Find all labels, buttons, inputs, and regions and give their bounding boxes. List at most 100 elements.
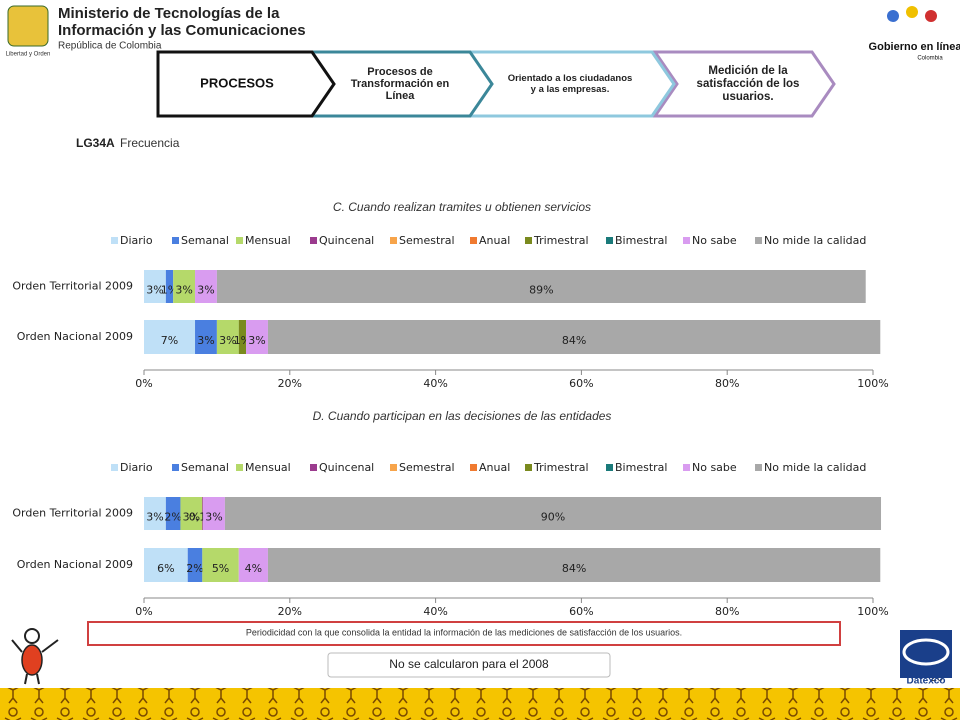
data-label: 3% — [146, 284, 163, 297]
data-label: 5% — [212, 562, 229, 575]
bar-segment — [203, 497, 225, 530]
bar-segment — [267, 320, 881, 354]
legend-label: Diario — [120, 461, 153, 474]
bar-segment — [165, 497, 181, 530]
bar-segment — [195, 320, 217, 354]
legend-label: No mide la calidad — [764, 234, 866, 247]
question-code: LG34A — [76, 136, 115, 150]
x-tick-label: 40% — [423, 377, 447, 390]
x-tick-label: 0% — [135, 377, 152, 390]
legend-swatch — [755, 464, 762, 471]
legend-label: Bimestral — [615, 461, 667, 474]
data-label: 7% — [161, 334, 178, 347]
legend-swatch — [470, 237, 477, 244]
legend-label: No mide la calidad — [764, 461, 866, 474]
step-label: PROCESOS — [200, 75, 274, 90]
x-tick-label: 60% — [569, 605, 593, 618]
legend-swatch — [236, 464, 243, 471]
data-label: 84% — [562, 334, 586, 347]
footer-logo-text: Datexco — [907, 676, 946, 687]
legend-label: Trimestral — [533, 234, 589, 247]
legend-swatch — [310, 237, 317, 244]
legend-label: Semestral — [399, 234, 455, 247]
bar-segment — [187, 548, 203, 582]
legend-swatch — [111, 464, 118, 471]
data-label: 2% — [164, 511, 181, 524]
callout: No se calcularon para el 2008 — [389, 657, 549, 671]
step-label: Orientado a los ciudadanos y a las empre… — [507, 73, 633, 95]
bar-segment — [144, 548, 188, 582]
logo-name: Gobierno en línea — [869, 41, 960, 53]
y-tick-label: Orden Territorial 2009 — [12, 507, 133, 520]
step-box: Medición de la satisfacción de los usuar… — [697, 65, 800, 103]
legend-swatch — [172, 237, 179, 244]
legend-label: No sabe — [692, 461, 737, 474]
bar-segment — [202, 548, 239, 582]
legend-swatch — [755, 237, 762, 244]
x-tick-label: 100% — [857, 377, 888, 390]
legend-label: Semanal — [181, 461, 229, 474]
bar-segment — [144, 270, 166, 303]
x-tick-label: 60% — [569, 377, 593, 390]
legend-label: Quincenal — [319, 461, 374, 474]
bar-segment — [144, 497, 166, 530]
data-label: 4% — [245, 562, 262, 575]
legend-swatch — [606, 237, 613, 244]
step-shape — [652, 50, 836, 118]
legend-label: Mensual — [245, 461, 291, 474]
process-steps — [156, 50, 836, 118]
data-label: 3% — [205, 511, 222, 524]
chart-title: C. Cuando realizan tramites u obtienen s… — [333, 200, 591, 214]
logo-icon — [887, 10, 899, 22]
legend-swatch — [390, 464, 397, 471]
bar-segment — [246, 320, 268, 354]
legend-swatch — [236, 237, 243, 244]
note: Periodicidad con la que consolida la ent… — [246, 627, 682, 637]
data-label: 3% — [219, 334, 236, 347]
motto: Libertad y Orden — [6, 52, 51, 58]
x-tick-label: 100% — [857, 605, 888, 618]
header: Libertad y Orden Ministerio de Tecnologí… — [6, 5, 960, 62]
y-tick-label: Orden Nacional 2009 — [17, 330, 133, 343]
decorative-strip — [0, 688, 960, 720]
ministry: Información y las Comunicaciones — [58, 22, 306, 39]
note-box — [87, 621, 841, 646]
logo-country: Colombia — [917, 56, 943, 62]
data-label: 3% — [197, 334, 214, 347]
data-label: 89% — [529, 284, 553, 297]
republic: República de Colombia — [58, 41, 162, 52]
legend-label: Bimestral — [615, 234, 667, 247]
x-tick-label: 80% — [715, 377, 739, 390]
data-label: 84% — [562, 562, 586, 575]
legend-label: No sabe — [692, 234, 737, 247]
data-label: 3% — [146, 511, 163, 524]
legend-swatch — [683, 464, 690, 471]
coat-of-arms — [7, 5, 49, 47]
step-shape — [156, 50, 336, 118]
mascot — [11, 628, 59, 685]
legend-swatch — [470, 464, 477, 471]
bar-segment — [238, 320, 247, 354]
bar-segment — [238, 548, 268, 582]
legend-label: Anual — [479, 461, 510, 474]
data-label: 3% — [183, 511, 200, 524]
data-label: 3% — [197, 284, 214, 297]
legend-swatch — [111, 237, 118, 244]
chart-title: D. Cuando participan en las decisiones d… — [313, 409, 612, 423]
y-tick-label: Orden Territorial 2009 — [12, 280, 133, 293]
question-label: Frecuencia — [120, 136, 180, 150]
bar-segment — [267, 548, 881, 582]
step-label: Procesos de Transformación en Línea — [350, 66, 450, 102]
x-tick-label: 40% — [423, 605, 447, 618]
legend-swatch — [525, 464, 532, 471]
data-label: 90% — [541, 511, 565, 524]
legend-label: Diario — [120, 234, 153, 247]
legend-swatch — [606, 464, 613, 471]
ministry: Ministerio de Tecnologías de la — [58, 5, 280, 22]
legend-swatch — [172, 464, 179, 471]
bar-segment — [144, 320, 196, 354]
data-label: 3% — [175, 284, 192, 297]
bar-segment — [216, 270, 866, 303]
